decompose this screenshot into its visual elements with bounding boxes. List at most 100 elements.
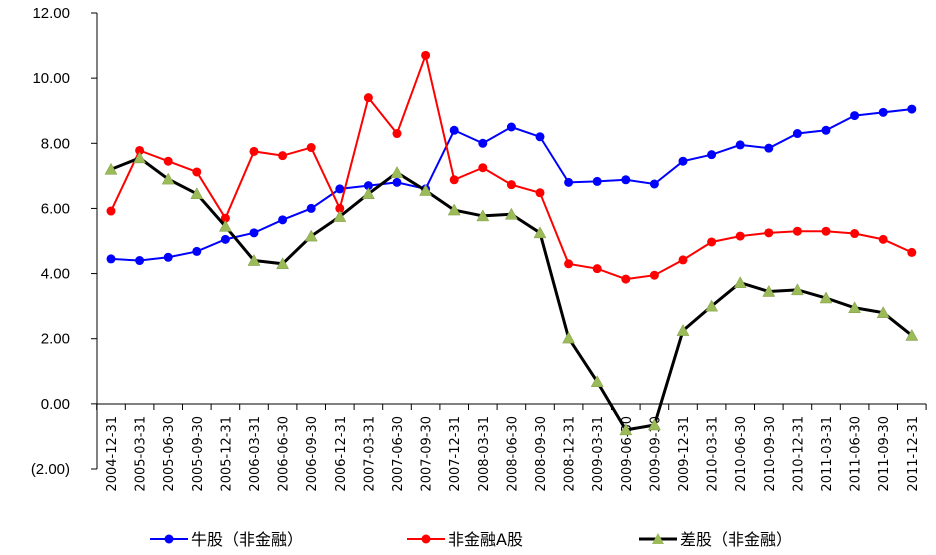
data-point <box>764 228 774 238</box>
legend-marker <box>421 534 431 544</box>
data-point <box>333 210 347 222</box>
data-point <box>821 226 831 236</box>
data-point <box>419 183 433 196</box>
data-point <box>161 172 175 185</box>
data-point <box>878 107 888 117</box>
data-point <box>533 226 547 239</box>
x-tick-label: 2006-03-31 <box>248 416 263 492</box>
data-point <box>907 247 917 257</box>
data-point <box>819 291 833 304</box>
x-tick-label: 2007-12-31 <box>448 416 463 492</box>
data-point <box>592 264 602 274</box>
data-point <box>278 151 288 161</box>
y-tick-label: 2.00 <box>41 331 70 348</box>
data-point <box>649 179 659 189</box>
data-point <box>363 93 373 103</box>
x-tick-label: 2009-03-31 <box>591 416 606 492</box>
data-point <box>276 257 290 270</box>
x-tick-label: 2005-06-30 <box>162 416 177 492</box>
data-point <box>278 215 288 225</box>
data-point <box>306 143 316 153</box>
data-point <box>564 177 574 187</box>
data-point <box>621 175 631 185</box>
data-point <box>647 418 661 431</box>
data-point <box>764 143 774 153</box>
x-tick-label: 2007-03-31 <box>362 416 377 492</box>
data-point <box>790 283 804 296</box>
series-0 <box>106 104 917 266</box>
data-point <box>506 122 516 132</box>
y-tick-label: 4.00 <box>41 266 70 283</box>
data-point <box>707 237 717 247</box>
data-point <box>678 156 688 166</box>
data-point <box>619 423 633 436</box>
data-point <box>218 219 232 232</box>
x-tick-label: 2011-06-30 <box>849 416 864 492</box>
data-point <box>335 184 345 194</box>
x-axis: 2004-12-31 2005-03-31 2005-06-30 2005-09-30… <box>96 403 927 492</box>
data-point <box>876 306 890 318</box>
x-tick-label: 2010-06-30 <box>734 416 749 492</box>
data-point <box>135 145 145 155</box>
x-tick-label: 2011-12-31 <box>906 416 921 492</box>
data-point <box>392 129 402 139</box>
x-tick-label: 2007-09-30 <box>420 416 435 492</box>
data-point <box>850 229 860 239</box>
data-point <box>392 177 402 187</box>
data-point <box>447 203 461 216</box>
x-tick-label: 2005-03-31 <box>134 416 149 492</box>
legend-label: 差股（非金融） <box>680 530 792 549</box>
data-point <box>476 209 490 222</box>
data-point <box>792 226 802 236</box>
legend-label: 牛股（非金融） <box>191 530 303 549</box>
y-tick-label: 0.00 <box>41 396 70 413</box>
data-point <box>135 256 145 266</box>
y-tick-label: 10.00 <box>32 70 70 87</box>
data-point <box>504 207 518 220</box>
data-point <box>792 129 802 139</box>
series-1 <box>106 50 917 284</box>
y-axis: 12.00 10.00 8.00 6.00 4.00 2.00 0.00 (2.00) <box>31 5 98 478</box>
x-tick-label: 2005-09-30 <box>191 416 206 492</box>
x-tick-label: 2006-12-31 <box>334 416 349 492</box>
data-point <box>478 163 488 173</box>
x-tick-label: 2010-09-30 <box>763 416 778 492</box>
x-tick-label: 2004-12-31 <box>105 416 120 492</box>
data-point <box>676 324 690 336</box>
x-tick-label: 2011-03-31 <box>820 416 835 492</box>
x-tick-label: 2005-12-31 <box>219 416 234 492</box>
data-point <box>163 252 173 262</box>
data-point <box>506 180 516 190</box>
data-point <box>848 301 862 314</box>
data-point <box>707 150 717 160</box>
data-point <box>735 140 745 150</box>
series-layer <box>104 50 919 436</box>
data-point <box>590 375 604 387</box>
data-point <box>247 254 261 266</box>
data-point <box>249 228 259 238</box>
data-point <box>678 255 688 265</box>
x-tick-label: 2008-06-30 <box>505 416 520 492</box>
legend-item: 差股（非金融） <box>639 530 792 549</box>
data-point <box>106 206 116 216</box>
data-point <box>850 111 860 121</box>
data-point <box>192 246 202 256</box>
data-point <box>592 176 602 186</box>
x-tick-label: 2008-12-31 <box>563 416 578 492</box>
data-point <box>106 254 116 264</box>
y-tick-label: 8.00 <box>41 135 70 152</box>
data-point <box>335 203 345 213</box>
x-tick-label: 2009-09-30 <box>648 416 663 492</box>
legend-item: 非金融A股 <box>407 530 523 549</box>
y-tick-label: 6.00 <box>41 200 70 217</box>
y-tick-label: 12.00 <box>32 5 70 22</box>
data-point <box>621 274 631 284</box>
legend-marker <box>652 533 664 544</box>
data-point <box>878 234 888 244</box>
data-point <box>361 187 375 200</box>
data-point <box>249 146 259 156</box>
data-point <box>733 276 747 288</box>
data-point <box>535 188 545 198</box>
y-tick-label: (2.00) <box>31 461 70 478</box>
data-point <box>192 167 202 177</box>
